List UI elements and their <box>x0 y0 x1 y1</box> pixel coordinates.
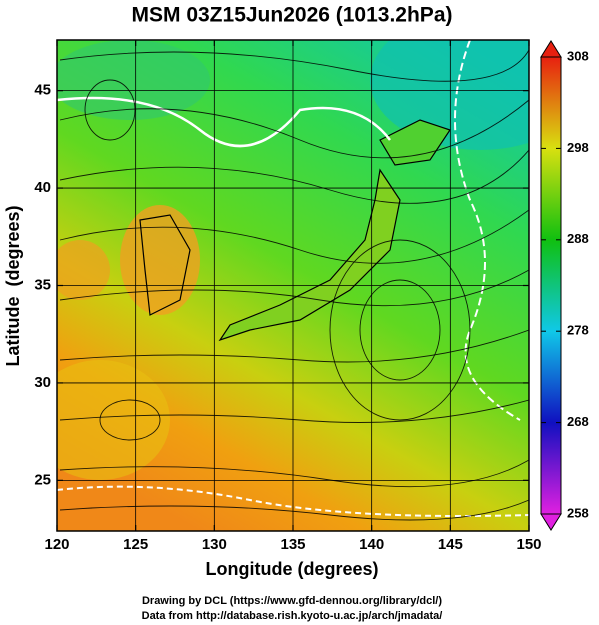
x-tick-label: 145 <box>438 536 463 553</box>
streamlines <box>59 49 529 521</box>
colorbar-tick-label: 258 <box>567 505 589 520</box>
map-field <box>57 40 529 531</box>
credit: Data from http://database.rish.kyoto-u.a… <box>142 610 443 622</box>
colorbar-scale <box>540 56 562 515</box>
cool-area <box>57 40 210 120</box>
colorbar-tick-label: 298 <box>567 140 589 155</box>
warm-area <box>57 360 170 480</box>
colorbar-tick-label: 288 <box>567 231 589 246</box>
x-tick-label: 125 <box>123 536 148 553</box>
y-tick-label: 45 <box>34 82 51 99</box>
x-tick-label: 150 <box>516 536 541 553</box>
y-tick-label: 40 <box>34 179 51 196</box>
japan-land <box>218 168 401 342</box>
credit: Drawing by DCL (https://www.gfd-dennou.o… <box>142 595 442 607</box>
colorbar-tick-label: 278 <box>567 323 589 338</box>
x-tick-label: 120 <box>44 536 69 553</box>
chart-title: MSM 03Z15Jun2026 (1013.2hPa) <box>132 4 453 27</box>
colorbar-tick-label: 268 <box>567 414 589 429</box>
y-tick-label: 35 <box>34 276 51 293</box>
x-tick-label: 135 <box>280 536 305 553</box>
china-land <box>57 240 110 300</box>
plot-frame <box>56 39 530 532</box>
contour <box>57 485 529 517</box>
colorbar: 258 268 278 288 298 308 <box>540 40 589 531</box>
x-tick-label: 140 <box>359 536 384 553</box>
y-tick-label: 30 <box>34 374 51 391</box>
colorbar-min-triangle <box>540 513 562 531</box>
y-axis-label: Latitude (degrees) <box>3 205 23 366</box>
colorbar-max-triangle <box>540 40 562 58</box>
hokkaido-land <box>379 119 451 166</box>
y-tick-label: 25 <box>34 471 51 488</box>
contour <box>454 40 521 421</box>
colorbar-tick-label: 308 <box>567 48 589 63</box>
korea-outline <box>139 214 191 316</box>
x-tick-label: 130 <box>202 536 227 553</box>
x-axis-label: Longitude (degrees) <box>205 559 378 579</box>
cool-area <box>370 40 529 150</box>
